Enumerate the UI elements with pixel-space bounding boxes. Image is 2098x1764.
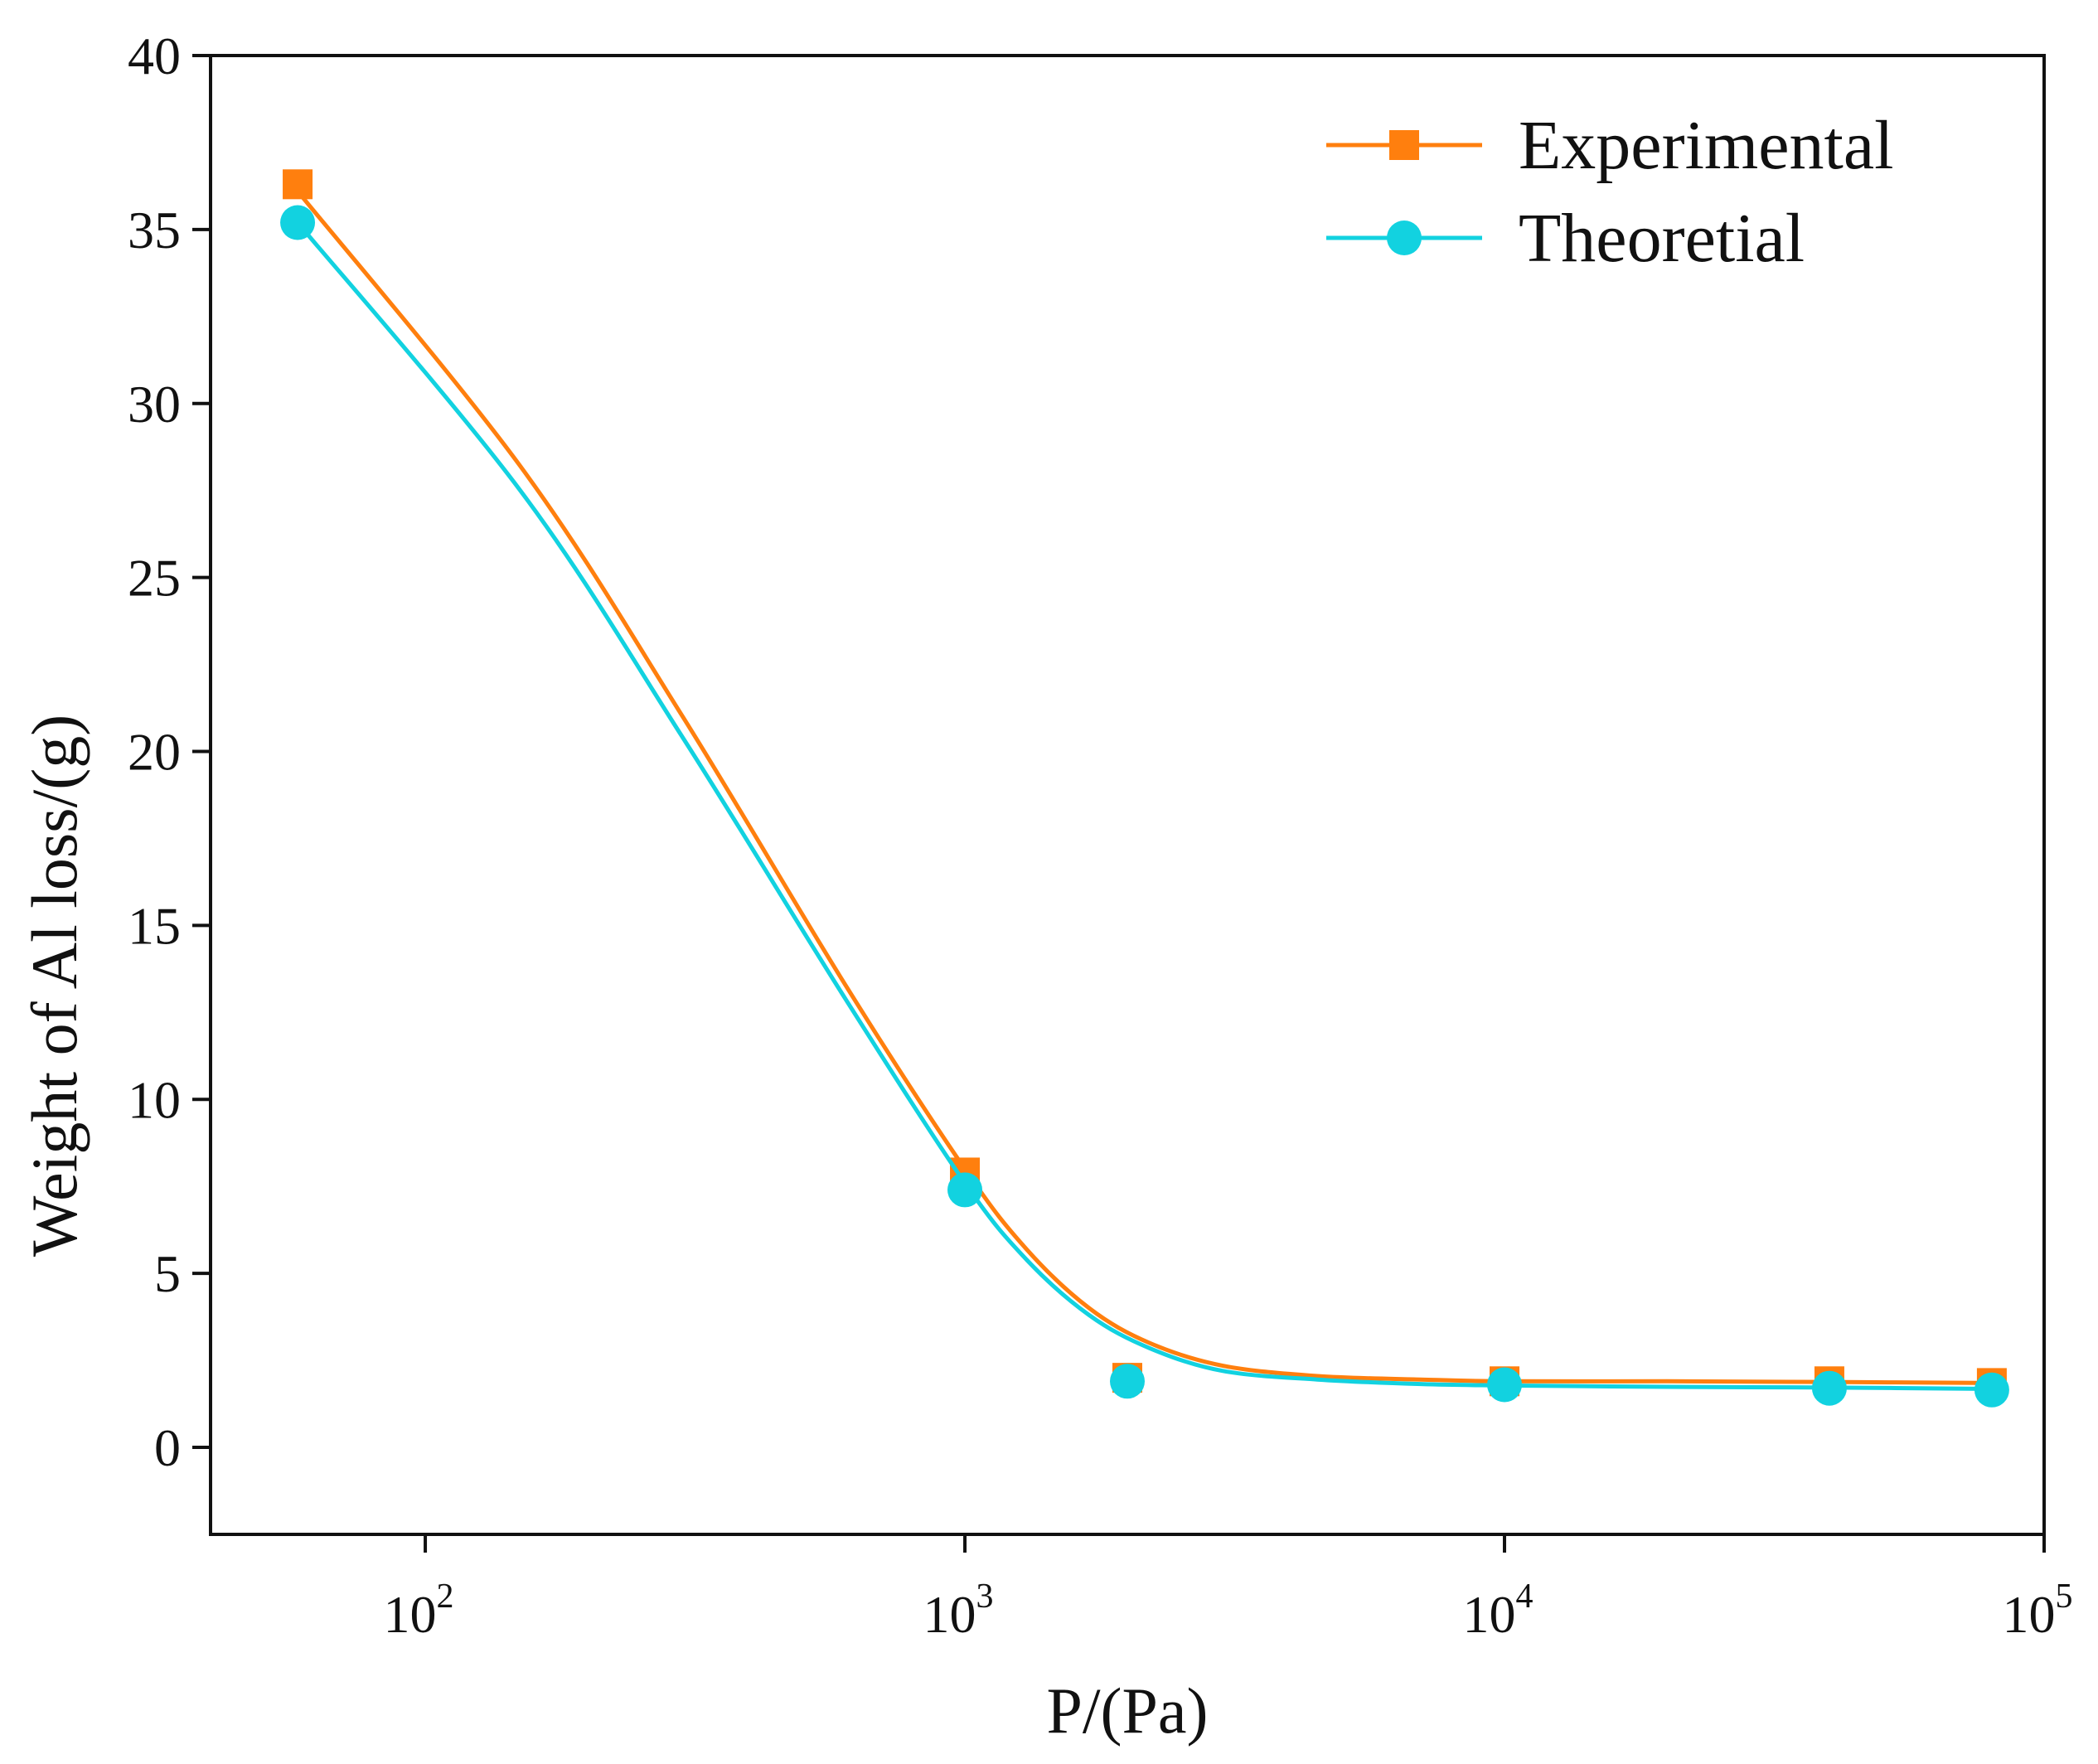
x-tick-label: 102 xyxy=(384,1577,454,1644)
y-tick-label: 0 xyxy=(154,1418,181,1477)
x-axis-title: P/(Pa) xyxy=(1047,1674,1209,1747)
data-point-theoretial xyxy=(1811,1370,1847,1406)
legend: Experimental Theoretial xyxy=(1326,107,1893,277)
series-layer xyxy=(280,169,2009,1408)
y-tick-label: 5 xyxy=(154,1244,181,1303)
legend-item-theoretial: Theoretial xyxy=(1326,200,1805,277)
y-tick-label: 40 xyxy=(128,27,181,85)
y-axis-title: Weight of Al loss/(g) xyxy=(18,715,90,1258)
y-tick-label: 35 xyxy=(128,201,181,259)
y-tick-label: 30 xyxy=(128,375,181,434)
data-point-theoretial xyxy=(280,205,316,240)
y-tick-label: 25 xyxy=(128,549,181,608)
y-tick-label: 20 xyxy=(128,723,181,782)
series-theoretial xyxy=(280,205,2009,1408)
legend-marker-experimental xyxy=(1389,130,1419,160)
tick-marks xyxy=(192,54,2046,1553)
y-tick-label: 10 xyxy=(128,1070,181,1129)
y-tick-label: 15 xyxy=(128,896,181,955)
series-line-theoretial xyxy=(296,220,1992,1392)
series-line-experimental xyxy=(296,190,1992,1385)
data-point-theoretial xyxy=(1974,1372,2009,1408)
x-tick-label: 103 xyxy=(923,1577,994,1644)
x-tick-label: 105 xyxy=(2003,1577,2073,1644)
data-point-theoretial xyxy=(1110,1364,1145,1399)
legend-item-experimental: Experimental xyxy=(1326,107,1893,184)
tick-labels: 0 5 10 15 20 25 30 35 40 102 103 104 105 xyxy=(128,27,2073,1644)
legend-label-experimental: Experimental xyxy=(1519,107,1893,184)
data-point-theoretial xyxy=(947,1172,983,1208)
legend-label-theoretial: Theoretial xyxy=(1519,200,1805,277)
x-tick-label: 104 xyxy=(1463,1577,1534,1644)
data-point-theoretial xyxy=(1487,1367,1523,1403)
data-point-experimental xyxy=(283,169,313,200)
legend-marker-theoretial xyxy=(1387,220,1422,255)
plot-frame xyxy=(209,54,2046,1536)
series-experimental xyxy=(283,169,2007,1398)
